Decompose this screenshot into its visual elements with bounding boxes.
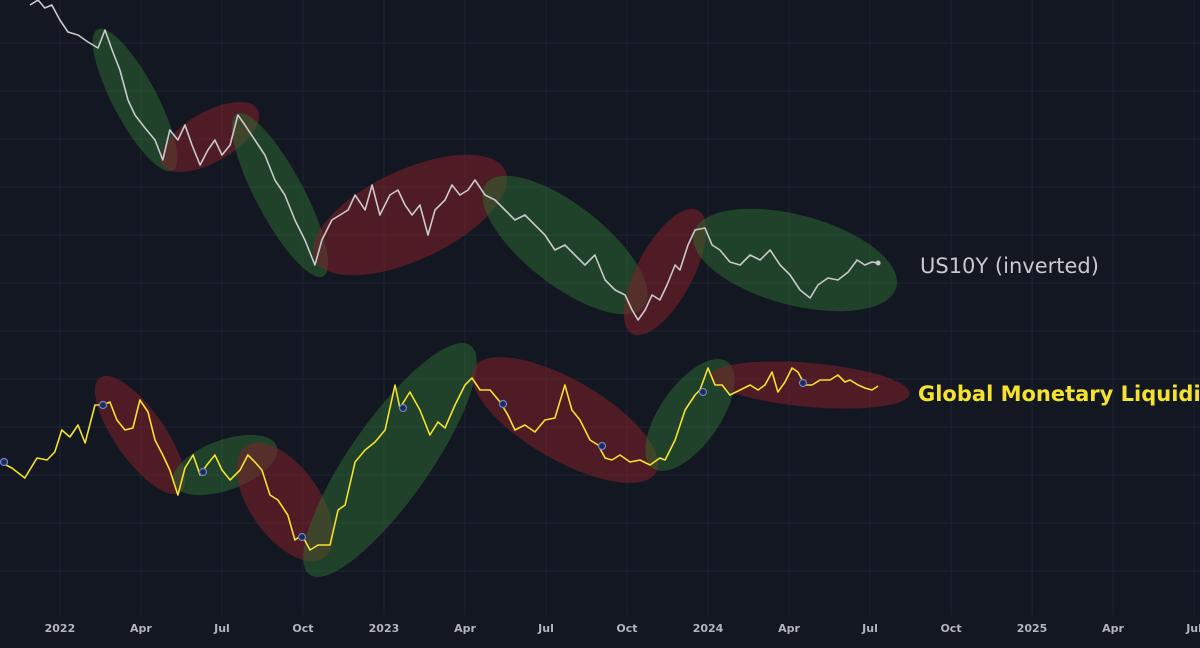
x-tick-label: Apr [778,622,800,635]
x-tick-label: 2024 [693,622,724,635]
line-end-dot [875,260,881,266]
x-tick-label: Jul [861,622,878,635]
grid [0,0,1200,615]
zones [92,28,910,577]
marker [98,400,108,410]
marker [297,532,307,542]
trend-zone [623,208,707,336]
marker [398,403,408,413]
x-tick-label: Jul [537,622,554,635]
marker [798,378,808,388]
marker [198,467,208,477]
marker [597,441,607,451]
trend-zone [312,154,508,276]
trend-zone [92,28,178,172]
x-tick-label: Jul [1185,622,1200,635]
trend-zone [645,359,735,471]
x-tick-label: 2025 [1017,622,1048,635]
series-label: Global Monetary Liquidity [918,382,1200,406]
trend-zone [471,357,659,483]
x-tick-label: Oct [616,622,637,635]
trend-zone [692,208,898,312]
markers [0,378,808,542]
x-tick-label: Apr [130,622,152,635]
x-tick-label: Jul [213,622,230,635]
trend-zone [231,112,329,278]
marker [698,387,708,397]
lines [0,0,881,551]
x-tick-label: Apr [1102,622,1124,635]
x-tick-label: 2022 [45,622,76,635]
x-tick-label: Oct [940,622,961,635]
x-tick-label: Apr [454,622,476,635]
trend-zone [303,343,477,577]
marker [498,399,508,409]
series-label: US10Y (inverted) [920,254,1099,278]
trend-zone [94,375,186,495]
marker [0,457,9,467]
x-axis: 2022 Apr Jul Oct 2023 Apr Jul Oct 2024 Apr Jul Oct 2… [45,622,1200,635]
series-line [0,367,879,551]
x-tick-label: 2023 [369,622,400,635]
x-tick-label: Oct [292,622,313,635]
series-line [29,0,879,321]
